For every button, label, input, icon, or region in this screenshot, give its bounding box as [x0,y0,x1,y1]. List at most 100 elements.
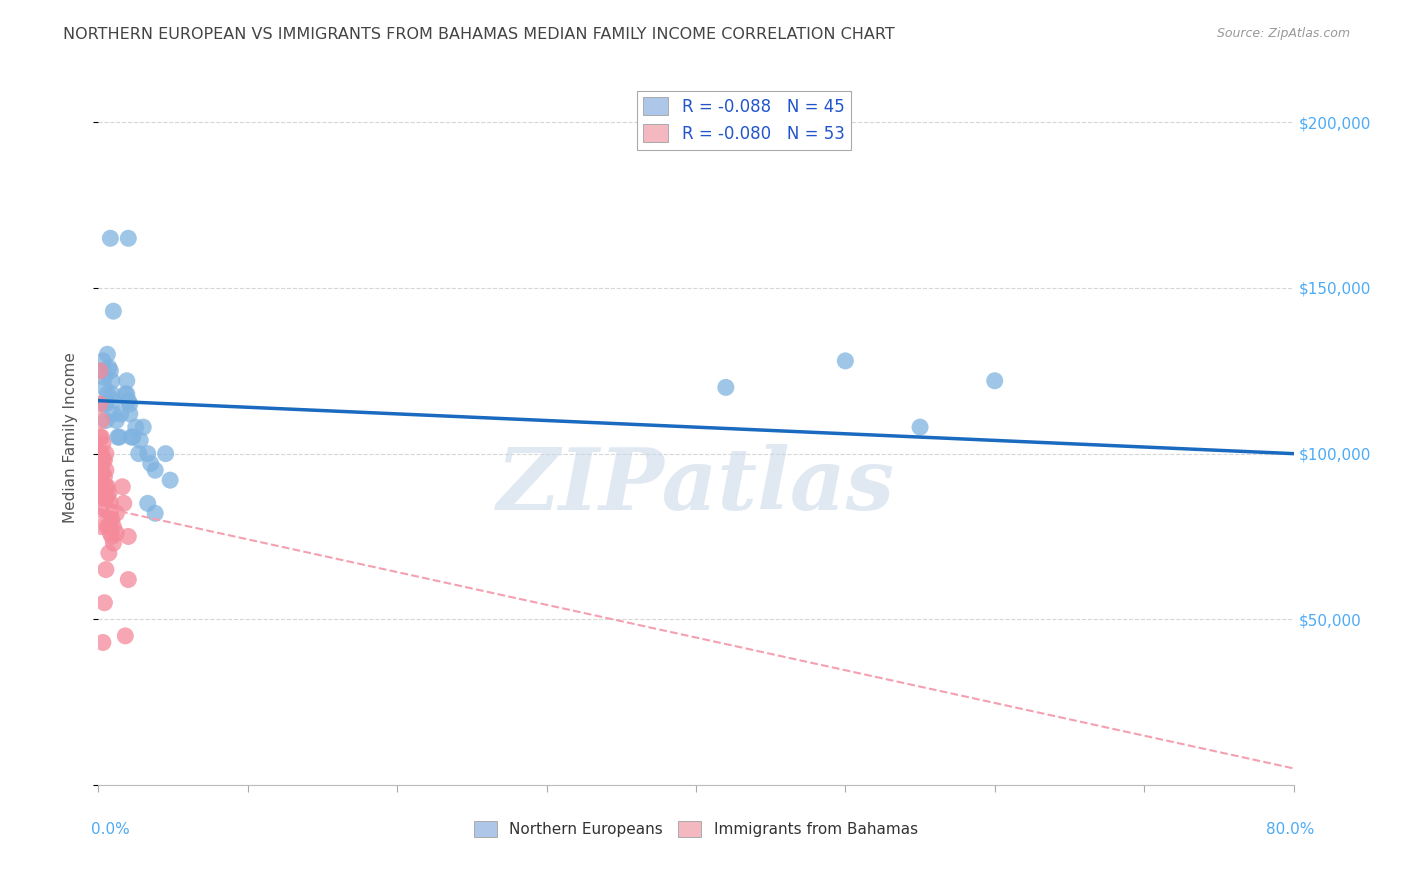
Point [101,513,124,527]
Point [103,536,125,550]
Text: ZIPatlas: ZIPatlas [496,444,896,527]
Point [90,490,112,504]
Point [96,347,118,361]
Point [143,506,166,520]
Point [98,506,122,520]
Point [136,447,159,461]
Point [89,463,111,477]
Point [103,519,125,533]
Point [115,374,138,388]
Point [159,473,181,487]
Point [120,430,142,444]
Point [105,506,128,520]
Point [97,519,120,533]
Text: 80.0%: 80.0% [1267,822,1315,837]
Point [103,393,125,408]
Point [117,573,139,587]
Point [90,463,112,477]
Point [98,364,122,378]
Point [908,420,931,434]
Point [834,354,856,368]
Point [101,529,124,543]
Point [91,467,114,481]
Point [90,480,112,494]
Point [98,231,122,245]
Point [94,480,117,494]
Point [96,490,118,504]
Point [91,635,114,649]
Y-axis label: Median Family Income: Median Family Income [63,351,77,523]
Point [91,436,114,450]
Point [91,364,114,378]
Point [93,490,115,504]
Point [91,453,114,467]
Point [101,374,124,388]
Point [108,430,131,444]
Point [105,526,128,541]
Point [112,496,135,510]
Point [117,231,139,245]
Point [91,397,114,411]
Point [90,413,112,427]
Point [115,387,138,401]
Point [121,430,143,444]
Point [114,629,136,643]
Point [89,486,111,500]
Point [118,397,141,411]
Point [98,526,122,541]
Point [984,374,1007,388]
Point [94,503,117,517]
Point [136,496,159,510]
Point [89,430,111,444]
Point [90,430,112,444]
Point [128,447,150,461]
Point [94,563,117,577]
Point [93,370,115,384]
Point [118,407,141,421]
Point [89,364,111,378]
Legend: R = -0.088   N = 45, R = -0.080   N = 53: R = -0.088 N = 45, R = -0.080 N = 53 [637,91,851,150]
Point [89,457,111,471]
Point [103,407,125,421]
Point [94,447,117,461]
Point [111,480,134,494]
Point [97,546,120,560]
Point [155,447,177,461]
Point [97,486,120,500]
Point [93,453,115,467]
Text: 0.0%: 0.0% [91,822,131,837]
Point [90,519,112,533]
Point [107,430,129,444]
Point [714,380,737,394]
Text: NORTHERN EUROPEAN VS IMMIGRANTS FROM BAHAMAS MEDIAN FAMILY INCOME CORRELATION CH: NORTHERN EUROPEAN VS IMMIGRANTS FROM BAH… [63,27,896,42]
Point [110,407,132,421]
Point [97,360,120,375]
Point [96,503,118,517]
Point [91,354,114,368]
Point [89,447,111,461]
Point [93,380,115,394]
Point [139,457,162,471]
Point [94,413,117,427]
Point [89,473,111,487]
Point [101,387,124,401]
Point [129,434,152,448]
Point [90,463,112,477]
Point [105,413,128,427]
Point [94,463,117,477]
Point [103,304,125,318]
Point [90,503,112,517]
Point [97,503,120,517]
Point [132,420,155,434]
Point [96,480,118,494]
Point [96,387,118,401]
Point [90,447,112,461]
Point [94,397,117,411]
Text: Source: ZipAtlas.com: Source: ZipAtlas.com [1216,27,1350,40]
Point [117,529,139,543]
Point [98,496,122,510]
Point [117,393,139,408]
Point [93,596,115,610]
Point [143,463,166,477]
Point [114,387,136,401]
